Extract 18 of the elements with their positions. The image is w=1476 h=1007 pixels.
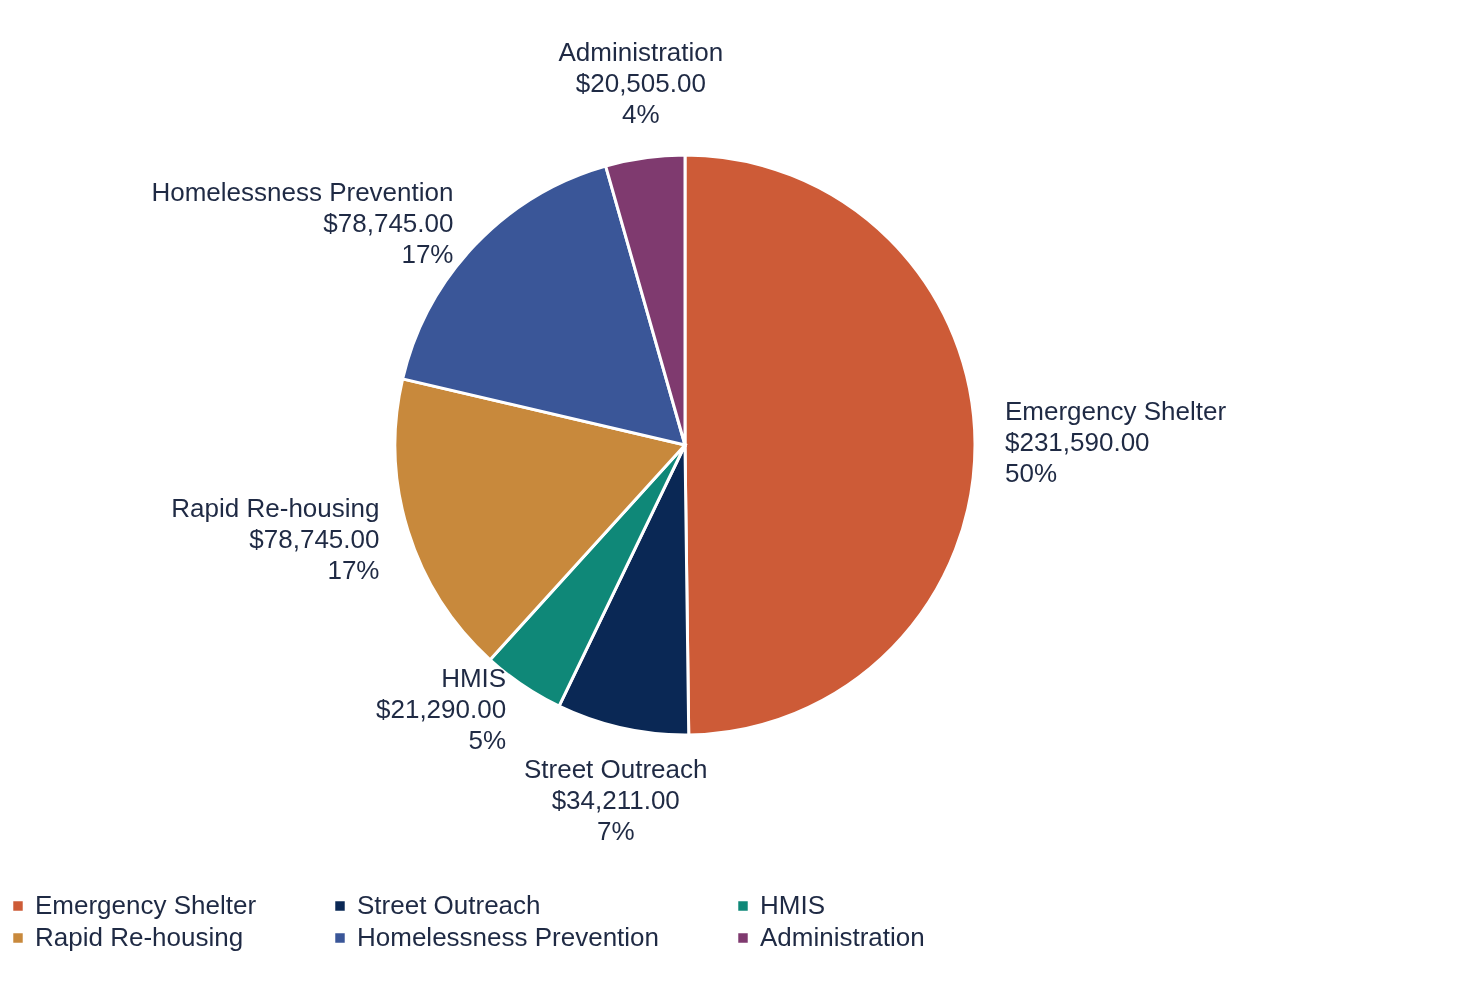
- slice-label: HMIS: [441, 663, 507, 694]
- data-label: $78,745.00 17%: [323, 208, 454, 270]
- slice-label: Street Outreach: [523, 754, 708, 785]
- slice-label: Administration: [558, 37, 724, 68]
- legend-label: Homelessness Prevention: [357, 922, 660, 952]
- slice-label: Homelessness Prevention: [151, 177, 454, 208]
- legend-label: Emergency Shelter: [35, 890, 257, 920]
- data-label: $20,505.00 4%: [575, 68, 706, 130]
- legend-label: Street Outreach: [357, 890, 541, 920]
- legend-label: Administration: [760, 922, 925, 952]
- data-label: $21,290.00 5%: [376, 694, 507, 756]
- data-label: $34,211.00 7%: [551, 785, 680, 847]
- data-label: $231,590.00 50%: [1004, 426, 1150, 488]
- slice-label: Rapid Re-housing: [171, 493, 380, 524]
- data-label: $78,745.00 17%: [249, 524, 380, 586]
- legend-label: Rapid Re-housing: [35, 922, 244, 952]
- legend-label: HMIS: [760, 890, 825, 920]
- slice-label: Emergency Shelter: [1004, 395, 1227, 426]
